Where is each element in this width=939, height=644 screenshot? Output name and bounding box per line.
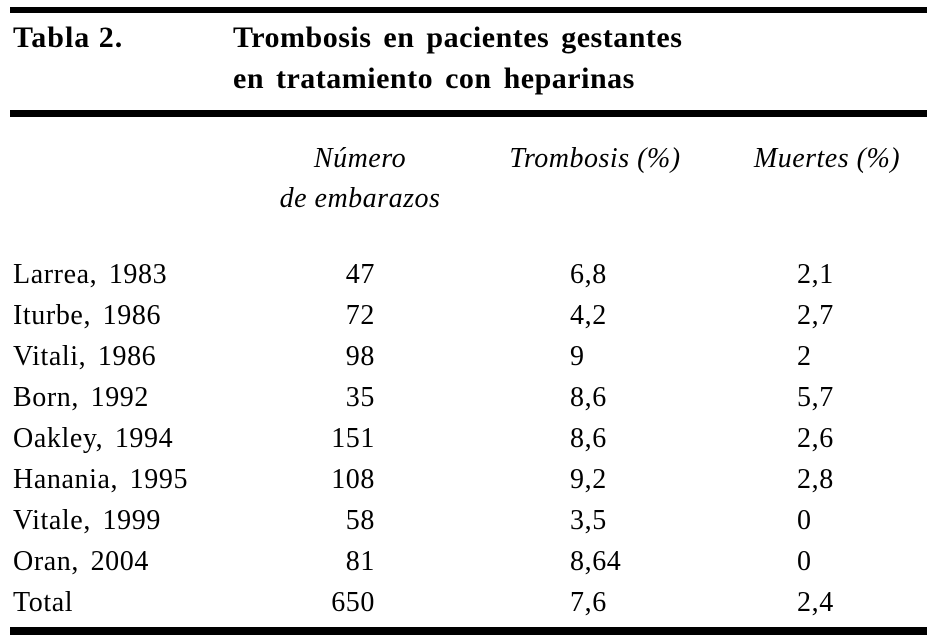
deaths-cell: 2,8 <box>797 464 834 495</box>
pregnancies-cell: 47 <box>345 259 375 290</box>
table-row: Oakley, 1994 151 8,6 2,6 <box>0 418 939 459</box>
study-cell: Iturbe, 1986 <box>13 300 162 331</box>
table-title: Trombosis en pacientes gestantes en trat… <box>233 17 682 99</box>
deaths-cell: 0 <box>797 505 812 536</box>
table-row-total: Total 650 7,6 2,4 <box>0 582 939 623</box>
pregnancies-cell: 650 <box>331 587 375 618</box>
pregnancies-cell: 58 <box>345 505 375 536</box>
table-row: Larrea, 1983 47 6,8 2,1 <box>0 254 939 295</box>
table-number-label: Tabla 2. <box>13 21 124 54</box>
thrombosis-cell: 7,6 <box>570 587 607 618</box>
deaths-cell: 2 <box>797 341 812 372</box>
deaths-cell: 5,7 <box>797 382 834 413</box>
study-cell: Larrea, 1983 <box>13 259 168 290</box>
table-row: Vitale, 1999 58 3,5 0 <box>0 500 939 541</box>
table-row: Vitali, 1986 98 9 2 <box>0 336 939 377</box>
header-divider-rule <box>10 110 927 117</box>
table-title-line-1: Trombosis en pacientes gestantes <box>233 21 683 54</box>
pregnancies-cell: 72 <box>345 300 375 331</box>
pregnancies-cell: 81 <box>345 546 375 577</box>
column-header-pregnancies-line-2: de embarazos <box>279 183 441 214</box>
deaths-cell: 2,6 <box>797 423 834 454</box>
deaths-cell: 2,7 <box>797 300 834 331</box>
thrombosis-cell: 8,6 <box>570 382 607 413</box>
thrombosis-cell: 3,5 <box>570 505 607 536</box>
table-row: Hanania, 1995 108 9,2 2,8 <box>0 459 939 500</box>
study-cell: Vitale, 1999 <box>13 505 161 536</box>
table-body: Larrea, 1983 47 6,8 2,1 Iturbe, 1986 72 … <box>0 254 939 623</box>
column-header-thrombosis: Trombosis (%) <box>509 143 681 174</box>
deaths-cell: 0 <box>797 546 812 577</box>
top-rule <box>10 7 927 13</box>
study-cell: Hanania, 1995 <box>13 464 189 495</box>
deaths-cell: 2,1 <box>797 259 834 290</box>
pregnancies-cell: 108 <box>331 464 375 495</box>
study-cell: Vitali, 1986 <box>13 341 157 372</box>
pregnancies-cell: 98 <box>345 341 375 372</box>
pregnancies-cell: 35 <box>345 382 375 413</box>
table-title-line-2: en tratamiento con heparinas <box>233 62 635 95</box>
pregnancies-cell: 151 <box>331 423 375 454</box>
deaths-cell: 2,4 <box>797 587 834 618</box>
thrombosis-cell: 6,8 <box>570 259 607 290</box>
column-header-deaths: Muertes (%) <box>753 143 901 174</box>
study-cell: Oran, 2004 <box>13 546 149 577</box>
bottom-rule <box>10 627 927 635</box>
study-cell: Total <box>13 587 74 618</box>
thrombosis-cell: 9 <box>570 341 585 372</box>
thrombosis-cell: 8,6 <box>570 423 607 454</box>
study-cell: Born, 1992 <box>13 382 149 413</box>
thrombosis-cell: 4,2 <box>570 300 607 331</box>
thrombosis-cell: 8,64 <box>570 546 622 577</box>
column-header-pregnancies-line-1: Número <box>313 143 407 174</box>
study-cell: Oakley, 1994 <box>13 423 174 454</box>
table-row: Iturbe, 1986 72 4,2 2,7 <box>0 295 939 336</box>
table-row: Oran, 2004 81 8,64 0 <box>0 541 939 582</box>
table-row: Born, 1992 35 8,6 5,7 <box>0 377 939 418</box>
thrombosis-cell: 9,2 <box>570 464 607 495</box>
column-header-pregnancies: Número de embarazos <box>245 139 475 219</box>
